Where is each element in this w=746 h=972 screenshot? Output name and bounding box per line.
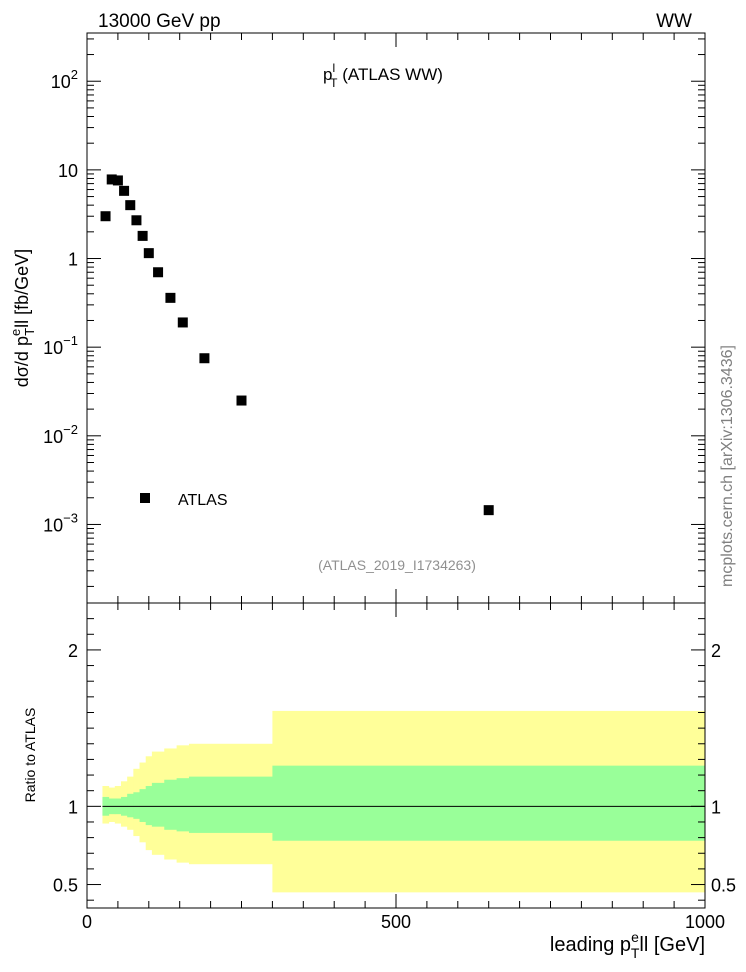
y-tick-label: 10−2 (43, 422, 78, 447)
source-label: mcplots.cern.ch [arXiv:1306.3436] (719, 345, 736, 587)
data-point (177, 317, 188, 328)
data-point (236, 395, 247, 406)
green-band-bin (127, 793, 134, 818)
ratio-y-tick-label: 0.5 (53, 876, 78, 896)
energy-label: 13000 GeV pp (98, 11, 221, 32)
x-tick-label: 0 (82, 912, 92, 932)
data-point (131, 215, 142, 226)
data-point (483, 505, 494, 516)
y-tick-label: 1 (68, 250, 78, 270)
data-point (199, 353, 210, 364)
x-tick-label: 1000 (685, 912, 725, 932)
uncertainty-bands (102, 710, 706, 893)
green-band-bin (151, 782, 165, 827)
y-tick-label: 10−3 (43, 510, 78, 535)
x-axis-label: leading pe Tll [GeV] (550, 929, 705, 961)
data-point (106, 174, 117, 185)
y-tick-label: 10−1 (43, 333, 78, 358)
data-points (100, 174, 494, 516)
green-band-bin (139, 789, 147, 822)
main-panel: 102 10 1 10−1 10−2 10−3 pl T (ATLAS WW) (ATLAS… (8, 32, 706, 604)
ratio-y-tick-label-right: 0.5 (711, 876, 736, 896)
process-label: WW (656, 11, 692, 32)
x-tick-label: 500 (381, 912, 411, 932)
legend-label: ATLAS (178, 492, 228, 509)
y-tick-label: 10 (58, 161, 78, 181)
ratio-panel: 2 21 10.5 0.50 500 1000 Ratio to ATLAS leadin… (22, 602, 736, 961)
green-band-bin (188, 776, 273, 833)
plot-title: pl T (ATLAS WW) (323, 61, 443, 90)
green-band-bin (164, 779, 178, 830)
analysis-label: (ATLAS_2019_I1734263) (318, 557, 476, 573)
main-y-tick-labels: 102 10 1 10−1 10−2 10−3 (43, 67, 78, 535)
green-band-bin (145, 786, 153, 826)
data-point (119, 185, 130, 196)
data-point (153, 267, 164, 278)
data-point (143, 248, 154, 259)
data-point (165, 292, 176, 303)
green-band-bin (272, 765, 706, 841)
ratio-tick-labels: 2 21 10.5 0.50 500 1000 (53, 641, 736, 932)
green-band-bin (133, 792, 141, 819)
data-point (112, 175, 123, 186)
ratio-y-axis-label: Ratio to ATLAS (22, 708, 38, 803)
ratio-frame (86, 602, 706, 909)
green-band-bin (176, 778, 190, 832)
legend-marker (140, 493, 150, 503)
ratio-y-tick-label-right: 2 (711, 641, 721, 661)
ratio-y-tick-label: 2 (68, 641, 78, 661)
ratio-y-tick-label-right: 1 (711, 797, 721, 817)
data-point (137, 230, 148, 241)
ratio-y-tick-label: 1 (68, 797, 78, 817)
main-y-axis-label: dσ/d peTll [fb/GeV] (8, 249, 37, 387)
data-point (125, 200, 136, 211)
data-point (100, 211, 111, 222)
y-tick-label: 102 (51, 67, 78, 92)
main-axis-ticks (86, 33, 706, 603)
